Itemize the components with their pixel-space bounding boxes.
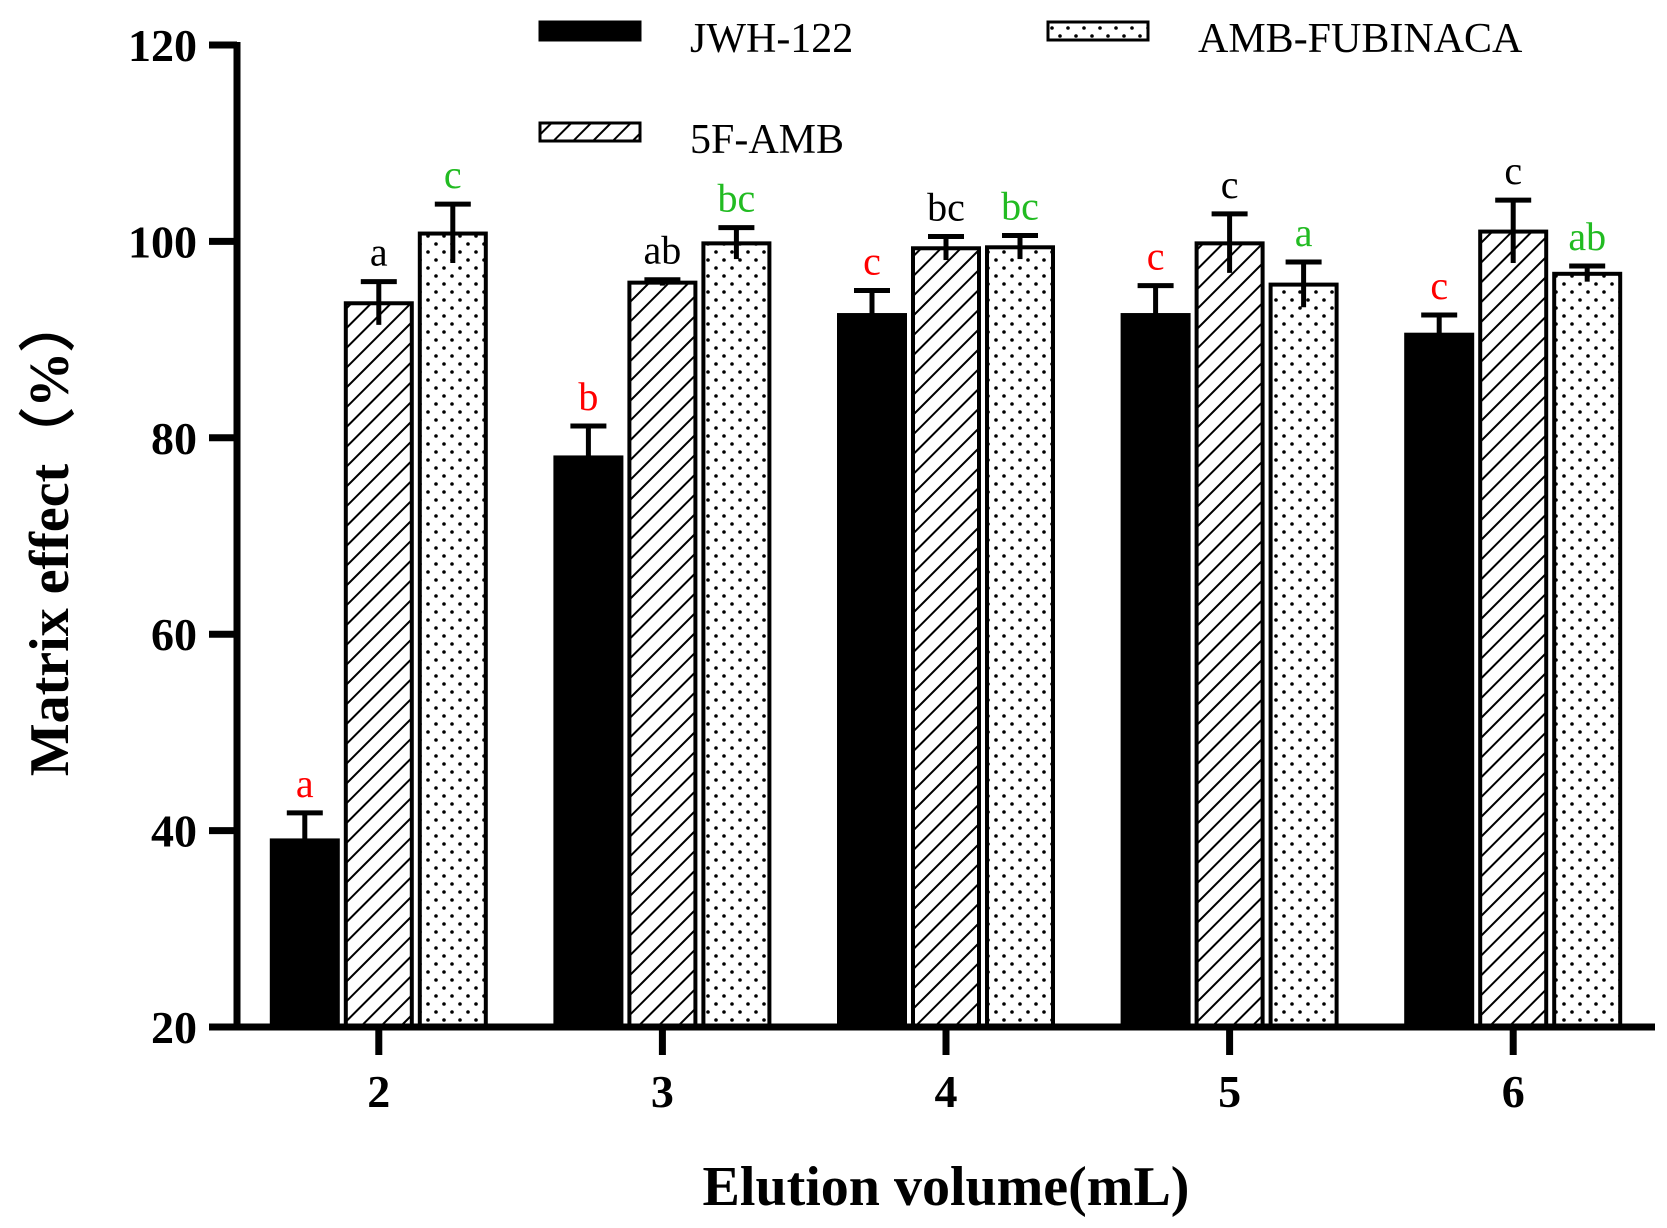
bar-jwh-122-5 <box>1120 313 1191 1029</box>
y-tick-label: 40 <box>151 806 197 857</box>
legend-label-amb-fubinaca: AMB-FUBINACA <box>1198 16 1523 62</box>
y-axis-title: Matrix effect（%） <box>18 296 81 776</box>
bar-amb-fubinaca-3 <box>701 241 772 1029</box>
significance-label: bc <box>927 184 965 229</box>
bar-jwh-122-6 <box>1404 332 1475 1029</box>
y-tick-label: 120 <box>128 20 197 71</box>
legend-label-5f-amb: 5F-AMB <box>690 117 844 163</box>
x-tick-label: 4 <box>935 1066 958 1117</box>
significance-label: bc <box>1001 184 1039 229</box>
significance-label: c <box>1147 234 1165 279</box>
significance-label: b <box>578 374 598 419</box>
legend: JWH-122 AMB-FUBINACA 5F-AMB <box>538 16 1523 163</box>
significance-label: bc <box>718 176 756 221</box>
bar-5f-amb-5 <box>1194 241 1265 1029</box>
legend-swatch-amb-fubinaca <box>1046 20 1150 42</box>
error-bars-layer <box>286 197 1606 868</box>
significance-label: a <box>296 761 314 806</box>
bar-jwh-122-2 <box>269 838 340 1029</box>
significance-label: c <box>444 152 462 197</box>
x-tick-label: 5 <box>1218 1066 1241 1117</box>
significance-label: c <box>1221 162 1239 207</box>
y-tick-label: 100 <box>128 216 197 267</box>
y-tick-label: 20 <box>151 1002 197 1053</box>
x-ticks-layer: 2 3 4 5 6 <box>367 1027 1525 1117</box>
bar-jwh-122-3 <box>553 455 624 1029</box>
bar-jwh-122-4 <box>837 313 907 1029</box>
significance-label: ab <box>1568 214 1606 259</box>
bar-amb-fubinaca-5 <box>1268 282 1339 1030</box>
legend-swatch-5f-amb <box>538 121 642 143</box>
significance-label: c <box>1504 148 1522 193</box>
x-axis-title: Elution volume(mL) <box>703 1156 1190 1218</box>
bar-amb-fubinaca-6 <box>1552 271 1623 1029</box>
legend-swatch-jwh-122 <box>538 20 642 42</box>
significance-label: a <box>1295 210 1313 255</box>
bar-amb-fubinaca-2 <box>417 231 488 1029</box>
significance-label: c <box>1430 263 1448 308</box>
x-tick-label: 3 <box>651 1066 674 1117</box>
y-ticks-layer: 20 40 60 80 100 120 <box>128 20 237 1053</box>
x-tick-label: 2 <box>367 1066 390 1117</box>
bar-5f-amb-6 <box>1478 229 1549 1029</box>
significance-label: ab <box>644 228 682 273</box>
bar-5f-amb-2 <box>343 301 414 1029</box>
y-tick-label: 60 <box>151 609 197 660</box>
bars-layer <box>269 229 1623 1030</box>
significance-label: c <box>863 239 881 284</box>
bar-5f-amb-4 <box>911 246 981 1030</box>
legend-label-jwh-122: JWH-122 <box>690 16 853 62</box>
x-tick-label: 6 <box>1502 1066 1525 1117</box>
significance-label: a <box>370 230 388 275</box>
y-tick-label: 80 <box>151 413 197 464</box>
bar-5f-amb-3 <box>627 280 698 1030</box>
bar-amb-fubinaca-4 <box>985 245 1055 1030</box>
